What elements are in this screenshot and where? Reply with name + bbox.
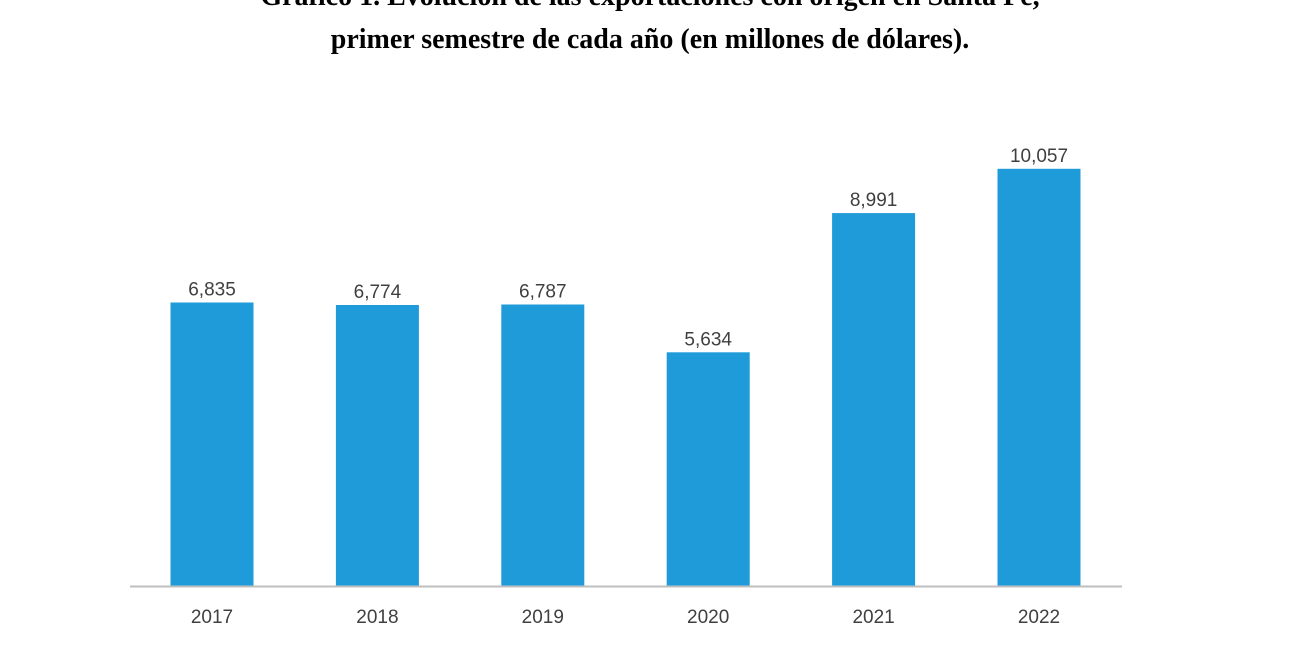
bar-2018 [335,305,419,586]
chart-title: Gráfico 1. Evolución de las exportacione… [0,0,1300,13]
bar-2021 [832,213,916,586]
x-tick-label-2018: 2018 [356,607,398,628]
value-label-2018: 6,774 [354,282,402,303]
value-label-2021: 8,991 [850,190,898,211]
value-label-2020: 5,634 [684,329,732,350]
x-tick-label-2017: 2017 [191,607,233,628]
value-label-2019: 6,787 [519,282,567,303]
value-labels-group: 6,835 6,774 6,787 5,634 8,991 10,057 [188,146,1068,350]
chart-title-block: Gráfico 1. Evolución de las exportacione… [0,0,1300,60]
value-label-2017: 6,835 [188,280,236,301]
bars-group [170,168,1081,587]
value-label-2022: 10,057 [1010,146,1068,167]
bar-2017 [170,302,254,586]
bar-2020 [666,352,750,586]
x-tick-label-2019: 2019 [522,607,564,628]
x-tick-label-2022: 2022 [1018,607,1060,628]
x-tick-label-2020: 2020 [687,607,729,628]
x-tick-labels-group: 2017 2018 2019 2020 2021 2022 [191,607,1060,628]
bar-2019 [501,304,585,586]
bar-2022 [997,168,1081,587]
x-tick-label-2021: 2021 [852,607,894,628]
chart-subtitle: primer semestre de cada año (en millones… [330,24,970,55]
